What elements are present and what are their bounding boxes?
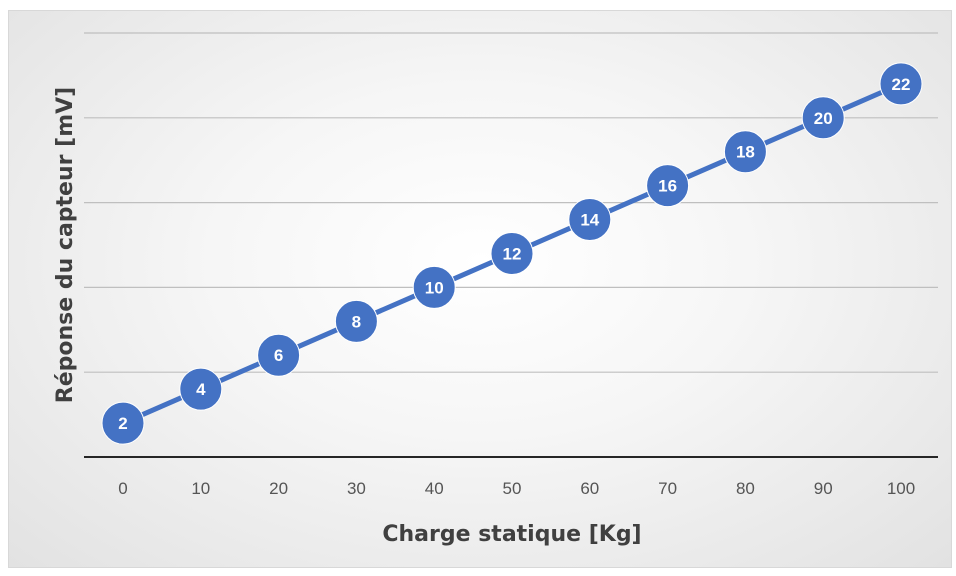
data-label: 16 bbox=[658, 177, 677, 196]
x-tick-label: 30 bbox=[347, 479, 366, 498]
chart-area bbox=[8, 10, 952, 568]
x-tick-label: 40 bbox=[425, 479, 444, 498]
x-tick-label: 100 bbox=[887, 479, 915, 498]
data-point bbox=[101, 401, 145, 445]
data-label: 6 bbox=[274, 346, 283, 365]
data-point bbox=[723, 130, 767, 174]
data-label: 12 bbox=[503, 244, 522, 263]
y-axis-title: Réponse du capteur [mV] bbox=[53, 87, 78, 403]
data-label: 18 bbox=[736, 143, 755, 162]
data-point bbox=[646, 164, 690, 208]
x-tick-label: 10 bbox=[191, 479, 210, 498]
x-tick-label: 20 bbox=[269, 479, 288, 498]
data-point bbox=[568, 198, 612, 242]
data-label: 4 bbox=[196, 380, 206, 399]
x-tick-label: 80 bbox=[736, 479, 755, 498]
x-tick-label: 60 bbox=[580, 479, 599, 498]
data-label: 8 bbox=[352, 312, 361, 331]
x-tick-label: 0 bbox=[118, 479, 127, 498]
gridlines bbox=[84, 32, 938, 373]
data-point bbox=[179, 367, 223, 411]
data-point bbox=[412, 265, 456, 309]
data-label: 14 bbox=[580, 211, 599, 230]
data-point bbox=[490, 231, 534, 275]
data-label: 22 bbox=[892, 75, 911, 94]
data-point bbox=[334, 299, 378, 343]
data-label: 10 bbox=[425, 278, 444, 297]
x-tick-label: 70 bbox=[658, 479, 677, 498]
x-tick-label: 90 bbox=[814, 479, 833, 498]
data-label: 20 bbox=[814, 109, 833, 128]
data-point bbox=[257, 333, 301, 377]
data-points: 2 4 6 8 10 12 14 16 18 20 22 bbox=[101, 62, 923, 445]
data-point bbox=[801, 96, 845, 140]
data-point bbox=[879, 62, 923, 106]
data-label: 2 bbox=[118, 414, 127, 433]
x-axis-title: Charge statique [Kg] bbox=[382, 522, 641, 547]
x-tick-label: 50 bbox=[503, 479, 522, 498]
x-tick-labels: 0 10 20 30 40 50 60 70 80 90 100 bbox=[118, 479, 915, 498]
